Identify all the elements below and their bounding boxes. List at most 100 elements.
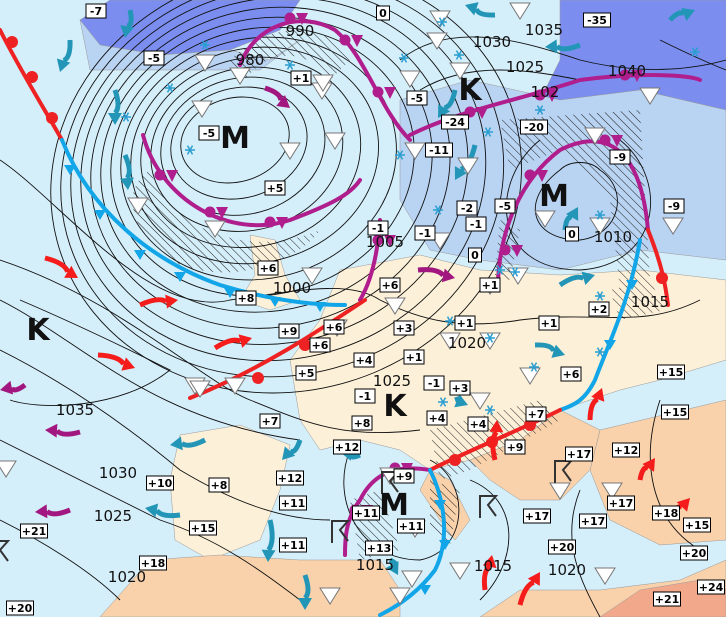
temperature-label-box — [465, 216, 487, 232]
temperature-label: +17 — [607, 495, 635, 511]
temperature-label-box — [683, 517, 711, 533]
isobar-label: 990 — [286, 22, 315, 40]
isobar-label: 1015 — [474, 557, 512, 575]
mild-air-arrow-head — [45, 423, 58, 438]
temperature-label: 0 — [565, 226, 579, 242]
cold-air-arrow-head — [465, 2, 479, 16]
shower-triangle-icon — [312, 74, 334, 92]
snow-icon-stroke — [455, 50, 463, 60]
isobar — [659, 39, 726, 71]
temperature-label-box — [468, 247, 482, 263]
temperature-label: +17 — [523, 508, 551, 524]
temperature-value: +8 — [354, 417, 371, 430]
temperature-value: +11 — [281, 539, 306, 552]
temperature-label: 0 — [468, 247, 482, 263]
warm-air-arrow-head — [165, 294, 178, 309]
snow-icon-stroke — [486, 333, 494, 343]
occluded-front-triangle — [166, 170, 178, 182]
shower-triangle-icon — [279, 142, 301, 160]
warm-front-semicircle — [299, 339, 311, 351]
shower-triangle-icon — [319, 587, 341, 605]
temperature-label-box — [588, 301, 610, 317]
temperature-label-box — [661, 404, 689, 420]
isobar — [110, 26, 415, 297]
temperature-value: +17 — [567, 448, 592, 461]
isobar — [60, 0, 505, 378]
cold-air-arrow-head — [120, 177, 134, 190]
cold-air-arrow-head — [120, 24, 135, 38]
temperature-value: 0 — [568, 228, 576, 241]
cold-air-arrow-head — [282, 446, 296, 460]
temperature-label-box — [406, 90, 428, 106]
temperature-value: +1 — [406, 351, 423, 364]
mild-air-arrow — [45, 507, 71, 517]
snow-icon — [454, 50, 464, 60]
snow-icon — [529, 362, 539, 372]
temperature-value: +15 — [685, 519, 710, 532]
temperature-value: 0 — [379, 7, 387, 20]
temperature-label-box — [609, 149, 631, 165]
shower-triangle-icon — [384, 297, 406, 315]
temperature-value: +12 — [614, 444, 639, 457]
snow-icon — [185, 145, 195, 155]
temperature-value: -5 — [203, 127, 215, 140]
temperature-label: +20 — [548, 539, 576, 555]
isobar — [0, 349, 331, 521]
temperature-label: +15 — [657, 364, 685, 380]
isobar — [649, 399, 701, 551]
occluded-front-semicircle — [372, 86, 384, 98]
temperature-label: +20 — [680, 545, 708, 561]
temperature-label: +6 — [560, 366, 582, 382]
temperature-value: +17 — [525, 510, 550, 523]
temperature-label-box — [520, 119, 548, 135]
warm-front — [646, 228, 670, 307]
cold-front-triangle — [626, 280, 638, 290]
snow-icon-stroke — [496, 265, 504, 275]
cold-air-arrow-head — [454, 394, 468, 408]
temperature-label: -1 — [423, 375, 445, 391]
occluded-front-semicircle — [204, 206, 216, 218]
snow-icon — [399, 53, 409, 63]
cold-front-triangle — [604, 340, 616, 350]
occluded-front-semicircle — [619, 69, 631, 81]
temperature-label: +2 — [588, 301, 610, 317]
occluded-front-semicircle — [154, 169, 166, 181]
warm-air-arrow-head — [527, 572, 540, 586]
temperature-value: +11 — [399, 520, 424, 533]
cold-front-triangle — [64, 165, 76, 175]
cold-air-arrow — [266, 519, 275, 552]
cold-air-arrow-head — [261, 549, 276, 562]
temperature-label-box — [579, 513, 607, 529]
snow-icon-stroke — [434, 205, 442, 215]
temperature-label-box — [259, 413, 281, 429]
temperature-value: +6 — [312, 339, 329, 352]
warm-front — [188, 298, 367, 400]
temperature-label: +21 — [20, 523, 48, 539]
cold-air-arrow — [534, 342, 557, 353]
temperature-label: +9 — [278, 323, 300, 339]
temperature-label: +4 — [467, 416, 489, 432]
isobar-label: 1035 — [56, 401, 94, 419]
snow-icon-stroke — [438, 17, 446, 27]
cold-air-arrow-head — [170, 436, 183, 451]
snow-icon-stroke — [596, 291, 604, 301]
snow-icon-stroke — [596, 210, 604, 220]
temperature-label-box — [264, 180, 286, 196]
warm-air-arrow — [637, 465, 650, 481]
temperature-value: +21 — [655, 593, 680, 606]
mild-air-arrow — [55, 428, 81, 437]
cold-air-arrow — [443, 89, 458, 111]
warm-air-arrow-head — [676, 498, 690, 512]
temperature-value: +2 — [591, 303, 608, 316]
warm-air-arrow — [481, 564, 492, 591]
warm-air-arrow-head — [642, 458, 655, 472]
isobar-label: 1030 — [99, 464, 137, 482]
temperature-label-box — [607, 495, 635, 511]
occluded-front-triangle — [276, 217, 288, 229]
shower-triangle-icon — [449, 562, 471, 580]
shower-triangle-icon — [229, 67, 251, 85]
temperature-value: -35 — [587, 14, 607, 27]
shower-triangle-icon — [479, 332, 501, 350]
temperature-label-box — [425, 142, 453, 158]
